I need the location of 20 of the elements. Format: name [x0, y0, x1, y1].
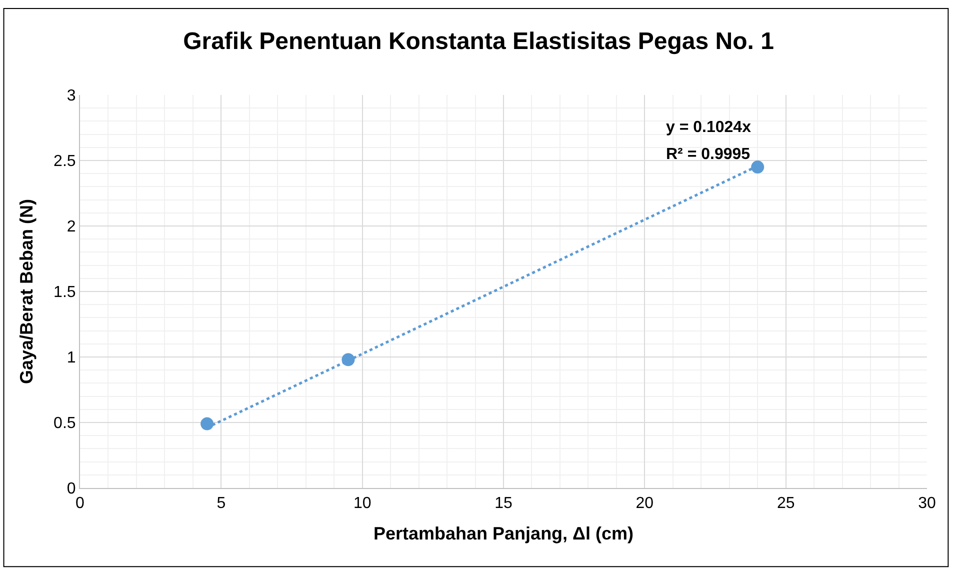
- chart-title: Grafik Penentuan Konstanta Elastisitas Pegas No. 1: [183, 28, 774, 55]
- x-tick-label: 25: [776, 495, 795, 512]
- y-tick-label: 1.5: [54, 284, 76, 302]
- y-tick-label: 0: [66, 480, 76, 498]
- x-tick-label: 30: [918, 495, 936, 512]
- point: [751, 160, 764, 174]
- y-tick-label: 3: [66, 88, 76, 105]
- point: [200, 417, 214, 430]
- annotation: y = 0.1024x: [666, 119, 752, 136]
- x-axis-title: Pertambahan Panjang, Δl (cm): [374, 523, 634, 544]
- y-tick-label: 2: [66, 218, 76, 236]
- x-tick-label: 15: [494, 495, 512, 512]
- annotation: R² = 0.9995: [666, 146, 750, 163]
- x-tick-label: 5: [216, 495, 226, 512]
- y-tick-label: 1: [66, 350, 76, 367]
- x-tick-label: 20: [636, 495, 654, 512]
- y-tick-label: 2.5: [54, 153, 76, 170]
- x-tick-label: 10: [353, 495, 372, 512]
- y-axis-title: Gaya/Berat Beban (N): [16, 198, 37, 384]
- y-tick-label: 0.5: [54, 415, 76, 432]
